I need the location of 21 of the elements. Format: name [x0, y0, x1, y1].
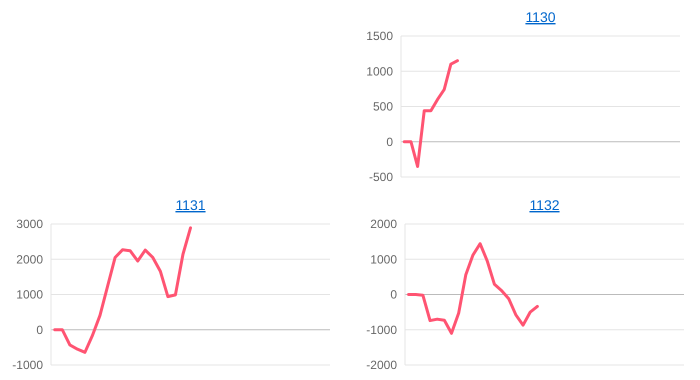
y-tick-label: 1000 [16, 288, 44, 302]
y-tick-label: 0 [390, 288, 398, 302]
y-tick-label: 1500 [366, 29, 394, 44]
y-tick-label: -2000 [366, 358, 398, 372]
y-tick-label: -1000 [366, 322, 398, 337]
chart-title: 1131 [175, 197, 206, 213]
y-tick-label: -500 [368, 170, 394, 184]
y-tick-label: -1000 [12, 358, 44, 372]
y-tick-label: 2000 [16, 252, 44, 266]
y-tick-label: 1000 [366, 64, 394, 78]
y-tick-label: 1000 [370, 252, 398, 266]
y-tick-label: 3000 [16, 217, 44, 232]
chart-title: 1130 [525, 9, 556, 25]
line-series [407, 242, 539, 335]
line-series [53, 226, 192, 354]
y-tick-label: 500 [372, 100, 394, 114]
line-series [402, 59, 459, 168]
chart-title: 1132 [529, 197, 560, 213]
y-tick-label: 0 [386, 134, 394, 149]
y-tick-label: 2000 [370, 217, 398, 232]
y-tick-label: 0 [36, 322, 44, 337]
